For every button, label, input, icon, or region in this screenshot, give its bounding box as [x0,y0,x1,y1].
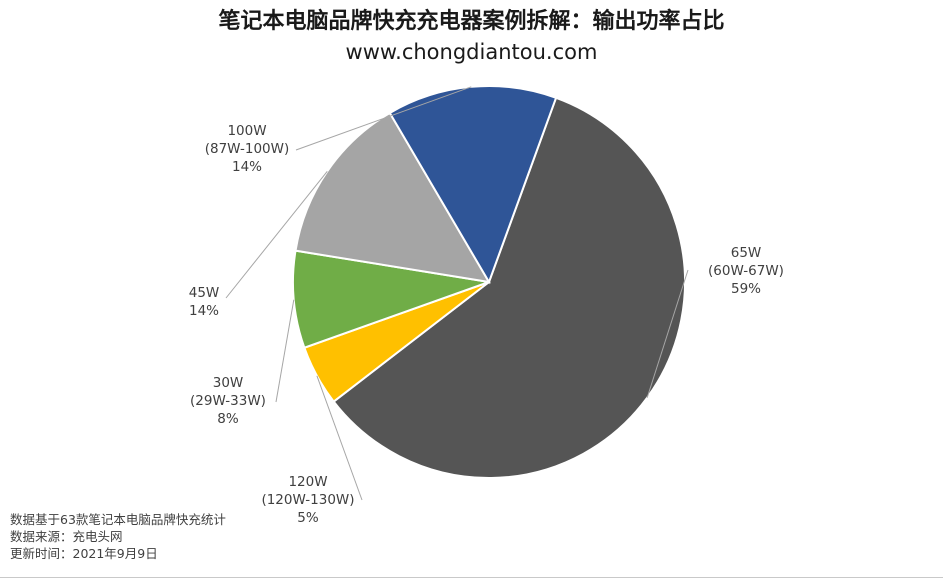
slice-label-name: 120W [288,474,328,490]
footnote-updated: 更新时间：2021年9月9日 [10,546,158,561]
slice-label-range: (60W-67W) [708,263,784,279]
slice-label-percent: 59% [730,281,761,297]
leader-line-45w [225,170,328,299]
leader-line-100w [295,86,472,151]
slice-label-range: (87W-100W) [204,141,290,157]
footnote-sample: 数据基于63款笔记本电脑品牌快充统计 [10,512,226,527]
slice-label-30w: 30W (29W-33W) 8% [176,374,280,428]
slice-label-name: 30W [212,375,244,391]
chart-subtitle: www.chongdiantou.com [345,40,598,64]
footnotes: 数据基于63款笔记本电脑品牌快充统计 数据来源：充电头网 更新时间：2021年9… [10,511,226,562]
slice-label-percent: 8% [217,411,239,427]
slice-label-name: 65W [730,245,762,261]
leader-line-30w [275,299,295,403]
slice-label-percent: 14% [188,303,219,319]
slice-label-name: 45W [188,285,220,301]
slice-label-range: (120W-130W) [261,492,355,508]
footnote-source: 数据来源：充电头网 [10,529,123,544]
slice-label-120w: 120W (120W-130W) 5% [252,473,364,527]
leader-line-65w [646,269,689,398]
chart-title: 笔记本电脑品牌快充充电器案例拆解：输出功率占比 [218,9,725,34]
slice-label-45w: 45W 14% [176,284,232,320]
slice-label-100w: 100W (87W-100W) 14% [192,122,302,176]
leader-line-120w [316,375,363,501]
slice-label-percent: 14% [231,159,262,175]
slice-label-name: 100W [227,123,267,139]
slice-label-65w: 65W (60W-67W) 59% [690,244,802,298]
slice-label-range: (29W-33W) [190,393,266,409]
chart-header: 笔记本电脑品牌快充充电器案例拆解：输出功率占比 www.chongdiantou… [0,6,943,66]
slice-label-percent: 5% [297,510,319,526]
